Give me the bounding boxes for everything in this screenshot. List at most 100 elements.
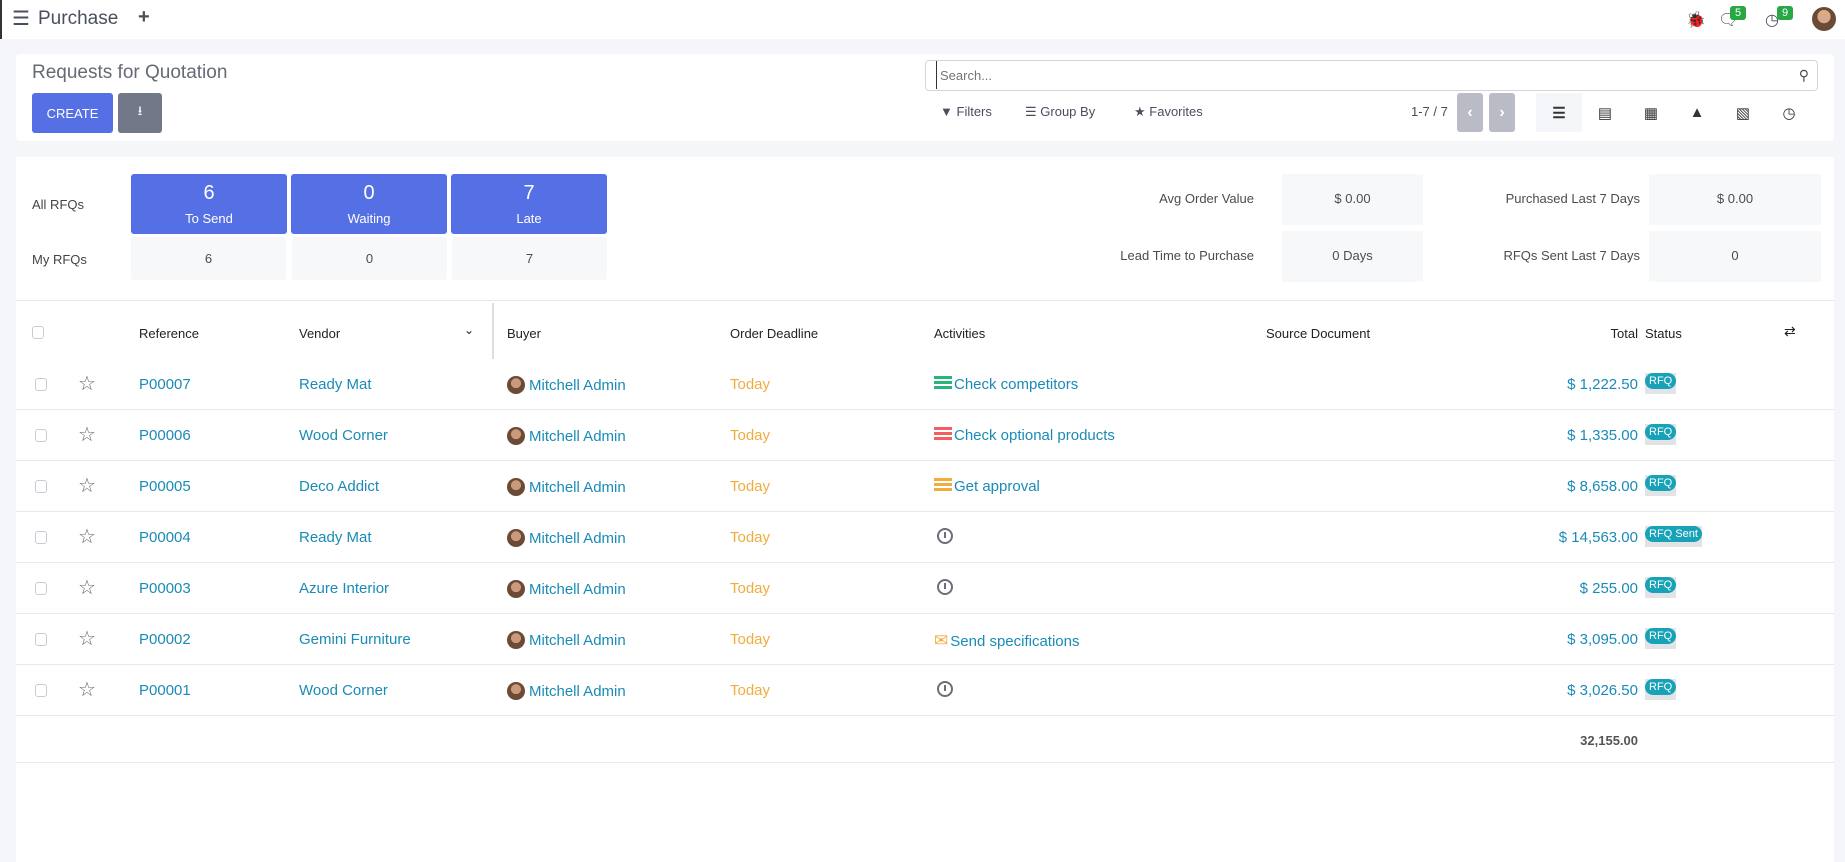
buyer-cell[interactable]: Mitchell Admin [507, 631, 626, 649]
activity-cell[interactable]: Check optional products [934, 427, 1115, 444]
buyer-cell[interactable]: Mitchell Admin [507, 376, 626, 394]
reference-link[interactable]: P00004 [139, 529, 191, 546]
graph-view-icon[interactable]: ▲ [1689, 104, 1705, 121]
star-icon[interactable]: ☆ [78, 424, 96, 446]
tile-to-send[interactable]: 6 To Send [131, 174, 287, 234]
reference-link[interactable]: P00002 [139, 631, 191, 648]
plus-icon[interactable]: + [138, 6, 150, 28]
vendor-link[interactable]: Wood Corner [299, 427, 388, 444]
activity-cell[interactable] [937, 528, 953, 547]
search-icon[interactable]: ⚲ [1798, 67, 1809, 83]
reference-link[interactable]: P00001 [139, 682, 191, 699]
bug-icon[interactable]: 🐞 [1686, 12, 1706, 29]
tile-waiting[interactable]: 0 Waiting [291, 174, 447, 234]
vendor-link[interactable]: Azure Interior [299, 580, 390, 597]
create-button[interactable]: CREATE [32, 93, 113, 133]
activity-summary[interactable]: Check optional products [954, 427, 1115, 444]
select-all-checkbox[interactable] [32, 326, 44, 339]
table-row[interactable]: ☆ P00007 Ready Mat Mitchell Admin Today … [16, 359, 1834, 410]
table-row[interactable]: ☆ P00002 Gemini Furniture Mitchell Admin… [16, 614, 1834, 665]
activity-cell[interactable] [937, 681, 953, 700]
menu-icon[interactable]: ☰ [12, 8, 30, 30]
star-icon[interactable]: ☆ [78, 679, 96, 701]
clock-icon[interactable]: ◷ 9 [1765, 6, 1794, 30]
my-to-send[interactable]: 6 [131, 237, 286, 280]
chevron-down-icon[interactable]: ⌄ [464, 323, 475, 337]
my-late[interactable]: 7 [452, 237, 607, 280]
row-checkbox[interactable] [35, 480, 47, 493]
envelope-icon: ✉ [934, 631, 949, 650]
buyer-cell[interactable]: Mitchell Admin [507, 529, 626, 547]
download-button[interactable]: ⭳ [118, 93, 162, 133]
row-checkbox[interactable] [35, 429, 47, 442]
activity-cell[interactable]: ✉ Send specifications [934, 631, 1080, 651]
row-checkbox[interactable] [35, 582, 47, 595]
star-icon[interactable]: ☆ [78, 628, 96, 650]
reference-link[interactable]: P00006 [139, 427, 191, 444]
user-avatar[interactable] [1812, 7, 1836, 31]
app-title[interactable]: Purchase [38, 8, 119, 29]
reference-link[interactable]: P00005 [139, 478, 191, 495]
tile-late[interactable]: 7 Late [451, 174, 607, 234]
buyer-cell[interactable]: Mitchell Admin [507, 682, 626, 700]
vendor-link[interactable]: Ready Mat [299, 376, 372, 393]
star-icon[interactable]: ☆ [78, 526, 96, 548]
favorites-button[interactable]: ★ Favorites [1134, 104, 1203, 120]
deadline: Today [730, 427, 771, 444]
row-checkbox[interactable] [35, 633, 47, 646]
header-source[interactable]: Source Document [1266, 326, 1371, 341]
calendar-view-icon[interactable]: ▧ [1735, 104, 1751, 122]
header-total[interactable]: Total [1610, 326, 1638, 341]
pager-next-button[interactable]: › [1489, 93, 1515, 132]
activity-cell[interactable] [937, 579, 953, 598]
buyer-cell[interactable]: Mitchell Admin [507, 427, 626, 445]
activity-cell[interactable]: Check competitors [934, 376, 1078, 393]
reference-link[interactable]: P00003 [139, 580, 191, 597]
optional-columns-icon[interactable]: ⇄ [1784, 323, 1796, 339]
pager-value[interactable]: 1-7 / 7 [1411, 104, 1448, 119]
chat-icon[interactable]: 🗨 5 [1718, 6, 1747, 30]
vendor-link[interactable]: Deco Addict [299, 478, 380, 495]
star-icon[interactable]: ☆ [78, 577, 96, 599]
vendor-link[interactable]: Ready Mat [299, 529, 372, 546]
pivot-view-icon[interactable]: ▦ [1643, 104, 1659, 122]
table-row[interactable]: ☆ P00005 Deco Addict Mitchell Admin Toda… [16, 461, 1834, 512]
buyer-cell[interactable]: Mitchell Admin [507, 478, 626, 496]
row-checkbox[interactable] [35, 531, 47, 544]
header-status[interactable]: Status [1645, 326, 1682, 341]
filters-button[interactable]: ▼ Filters [940, 104, 992, 119]
activity-summary[interactable]: Check competitors [954, 376, 1079, 393]
column-resize-handle[interactable] [492, 303, 494, 359]
my-waiting[interactable]: 0 [292, 237, 447, 280]
search-input[interactable] [936, 61, 1786, 89]
list-view-icon[interactable]: ☰ [1536, 93, 1582, 132]
star-icon[interactable]: ☆ [78, 373, 96, 395]
header-activities[interactable]: Activities [934, 326, 986, 341]
header-buyer[interactable]: Buyer [507, 326, 541, 341]
row-checkbox[interactable] [35, 684, 47, 697]
activity-type-icon [934, 478, 952, 492]
activity-summary[interactable]: Get approval [954, 478, 1040, 495]
kanban-view-icon[interactable]: ▤ [1597, 104, 1613, 122]
table-row[interactable]: ☆ P00001 Wood Corner Mitchell Admin Toda… [16, 665, 1834, 716]
header-reference[interactable]: Reference [139, 326, 199, 341]
layers-icon: ☰ [1025, 104, 1037, 119]
activity-cell[interactable]: Get approval [934, 478, 1040, 495]
buyer-name: Mitchell Admin [529, 479, 626, 496]
vendor-link[interactable]: Gemini Furniture [299, 631, 411, 648]
header-deadline[interactable]: Order Deadline [730, 326, 819, 341]
activity-summary[interactable]: Send specifications [950, 633, 1080, 650]
row-checkbox[interactable] [35, 378, 47, 391]
header-vendor[interactable]: Vendor [299, 326, 341, 341]
star-icon[interactable]: ☆ [78, 475, 96, 497]
buyer-cell[interactable]: Mitchell Admin [507, 580, 626, 598]
activity-view-icon[interactable]: ◷ [1782, 104, 1796, 122]
vendor-link[interactable]: Wood Corner [299, 682, 388, 699]
pager-previous-button[interactable]: ‹ [1457, 93, 1483, 132]
reference-link[interactable]: P00007 [139, 376, 191, 393]
table-row[interactable]: ☆ P00003 Azure Interior Mitchell Admin T… [16, 563, 1834, 614]
table-row[interactable]: ☆ P00004 Ready Mat Mitchell Admin Today … [16, 512, 1834, 563]
table-row[interactable]: ☆ P00006 Wood Corner Mitchell Admin Toda… [16, 410, 1834, 461]
group-by-button[interactable]: ☰ Group By [1025, 104, 1095, 120]
clock-icon [937, 528, 953, 544]
